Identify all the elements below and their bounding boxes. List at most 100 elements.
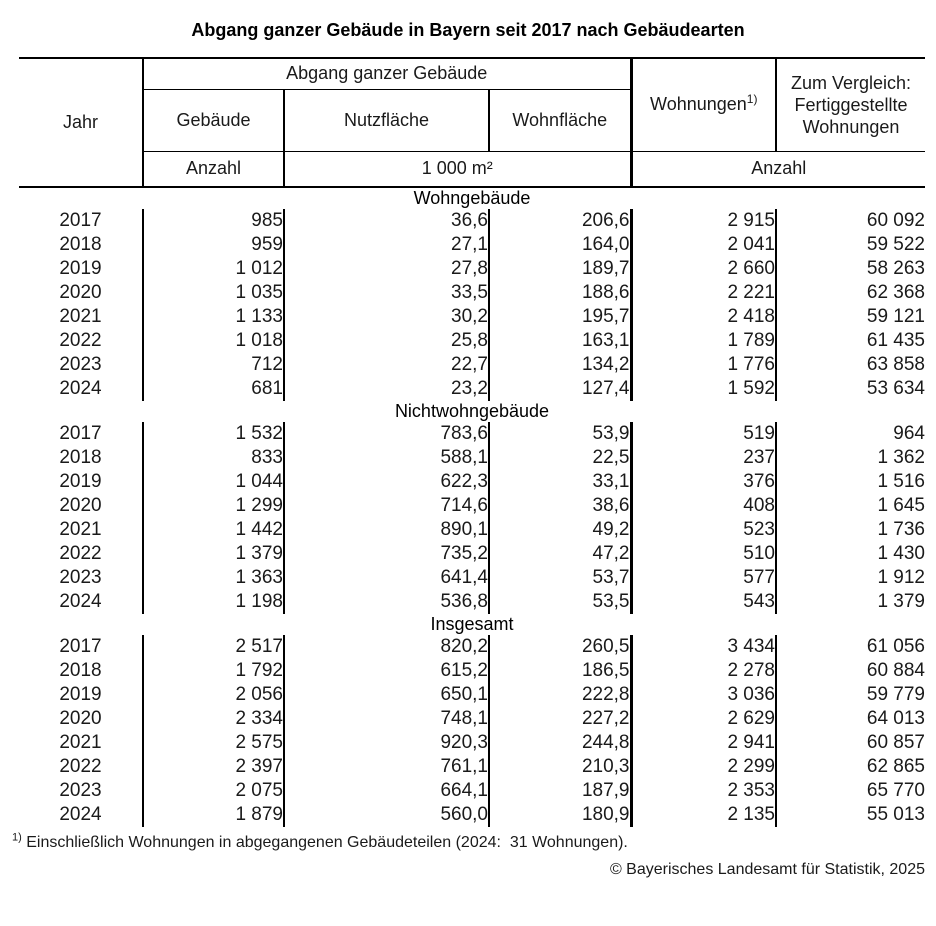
nutzflaeche-value-cell: 25,8 [284, 329, 490, 353]
year-cell: 2018 [19, 233, 144, 257]
table-row: 2024 1 879 560,0 180,9 2 135 55 013 [19, 803, 925, 827]
gebaeude-value-cell: 2 075 [143, 779, 285, 803]
wohnflaeche-value-cell: 189,7 [489, 257, 633, 281]
nutzflaeche-value-cell: 748,1 [284, 707, 490, 731]
section-label: Nichtwohngebäude [394, 401, 550, 421]
wohnungen-value-cell: 543 [631, 590, 777, 614]
year-cell: 2021 [19, 518, 144, 542]
vergleich-value-cell: 1 645 [877, 495, 925, 516]
vergleich-value-cell: 62 368 [866, 282, 925, 303]
year-cell: 2018 [19, 659, 144, 683]
gebaeude-value-cell: 1 363 [143, 566, 285, 590]
vergleich-value-cell: 1 736 [877, 519, 925, 540]
wohnungen-value-cell: 1 592 [631, 377, 777, 401]
vergleich-value-cell: 59 121 [866, 306, 925, 327]
vergleich-value-cell: 1 379 [877, 591, 925, 612]
section-label: Wohngebäude [413, 188, 531, 208]
section-row: Wohngebäude [19, 187, 925, 209]
table-row: 2024 681 23,2 127,4 1 592 53 634 [19, 377, 925, 401]
year-cell: 2024 [19, 803, 144, 827]
table-row: 2019 1 044 622,3 33,1 376 1 516 [19, 470, 925, 494]
gebaeude-value-cell: 1 035 [143, 281, 285, 305]
wohnflaeche-value-cell: 134,2 [489, 353, 633, 377]
wohnungen-value-cell: 2 041 [631, 233, 777, 257]
wohnflaeche-value-cell: 127,4 [489, 377, 633, 401]
nutzflaeche-value-cell: 641,4 [284, 566, 490, 590]
col-group-header-abgang: Abgang ganzer Gebäude [143, 57, 633, 90]
nutzflaeche-value-cell: 33,5 [284, 281, 490, 305]
wohnungen-value-cell: 2 915 [631, 209, 777, 233]
unit-anzahl-wohnungen: Anzahl [631, 151, 925, 188]
table-row: 2018 1 792 615,2 186,5 2 278 60 884 [19, 659, 925, 683]
table-row: 2021 2 575 920,3 244,8 2 941 60 857 [19, 731, 925, 755]
gebaeude-value-cell: 985 [143, 209, 285, 233]
vergleich-value-cell: 964 [893, 423, 925, 444]
header-row-group: Jahr Abgang ganzer Gebäude Wohnungen1) Z… [19, 57, 925, 188]
table-row: 2020 1 299 714,6 38,6 408 1 645 [19, 494, 925, 518]
gebaeude-value-cell: 1 379 [143, 542, 285, 566]
wohnungen-value-cell: 1 776 [631, 353, 777, 377]
nutzflaeche-value-cell: 664,1 [284, 779, 490, 803]
table-row: 2019 2 056 650,1 222,8 3 036 59 779 [19, 683, 925, 707]
wohnungen-value-cell: 2 941 [631, 731, 777, 755]
year-cell: 2020 [19, 494, 144, 518]
gebaeude-value-cell: 2 397 [143, 755, 285, 779]
gebaeude-value-cell: 1 012 [143, 257, 285, 281]
wohnungen-value-cell: 237 [631, 446, 777, 470]
section-row: Nichtwohngebäude [19, 401, 925, 422]
table-row: 2024 1 198 536,8 53,5 543 1 379 [19, 590, 925, 614]
nutzflaeche-value-cell: 36,6 [284, 209, 490, 233]
nutzflaeche-value-cell: 22,7 [284, 353, 490, 377]
year-cell: 2017 [19, 635, 144, 659]
vergleich-value-cell: 63 858 [866, 354, 925, 375]
wohnflaeche-value-cell: 49,2 [489, 518, 633, 542]
gebaeude-value-cell: 2 517 [143, 635, 285, 659]
wohnflaeche-value-cell: 260,5 [489, 635, 633, 659]
nutzflaeche-value-cell: 650,1 [284, 683, 490, 707]
footnote: 1) Einschließlich Wohnungen in abgegange… [12, 831, 936, 852]
wohnflaeche-value-cell: 210,3 [489, 755, 633, 779]
nutzflaeche-value-cell: 536,8 [284, 590, 490, 614]
table-row: 2020 1 035 33,5 188,6 2 221 62 368 [19, 281, 925, 305]
gebaeude-value-cell: 1 198 [143, 590, 285, 614]
wohnungen-value-cell: 1 789 [631, 329, 777, 353]
vergleich-value-cell: 64 013 [866, 708, 925, 729]
gebaeude-value-cell: 2 056 [143, 683, 285, 707]
wohnflaeche-value-cell: 53,9 [489, 422, 633, 446]
year-cell: 2023 [19, 566, 144, 590]
vergleich-value-cell: 65 770 [866, 780, 925, 801]
wohnungen-value-cell: 510 [631, 542, 777, 566]
table-row: 2019 1 012 27,8 189,7 2 660 58 263 [19, 257, 925, 281]
statistics-table: Jahr Abgang ganzer Gebäude Wohnungen1) Z… [19, 57, 925, 827]
year-cell: 2021 [19, 305, 144, 329]
year-cell: 2023 [19, 779, 144, 803]
footnote-ref-marker: 1) [12, 831, 22, 844]
nutzflaeche-value-cell: 890,1 [284, 518, 490, 542]
wohnungen-value-cell: 2 418 [631, 305, 777, 329]
col-header-vergleich: Zum Vergleich: Fertiggestellte Wohnungen [776, 57, 925, 152]
table-row: 2020 2 334 748,1 227,2 2 629 64 013 [19, 707, 925, 731]
wohnungen-value-cell: 2 299 [631, 755, 777, 779]
year-cell: 2024 [19, 377, 144, 401]
nutzflaeche-value-cell: 920,3 [284, 731, 490, 755]
wohnungen-value-cell: 2 135 [631, 803, 777, 827]
gebaeude-value-cell: 1 018 [143, 329, 285, 353]
unit-flaeche: 1 000 m² [284, 151, 633, 188]
gebaeude-value-cell: 1 879 [143, 803, 285, 827]
table-row: 2021 1 133 30,2 195,7 2 418 59 121 [19, 305, 925, 329]
unit-anzahl-gebaeude: Anzahl [143, 151, 285, 188]
nutzflaeche-value-cell: 560,0 [284, 803, 490, 827]
table-row: 2021 1 442 890,1 49,2 523 1 736 [19, 518, 925, 542]
nutzflaeche-value-cell: 30,2 [284, 305, 490, 329]
gebaeude-value-cell: 833 [143, 446, 285, 470]
wohnflaeche-value-cell: 53,5 [489, 590, 633, 614]
nutzflaeche-value-cell: 27,8 [284, 257, 490, 281]
wohnflaeche-value-cell: 222,8 [489, 683, 633, 707]
gebaeude-value-cell: 2 575 [143, 731, 285, 755]
vergleich-value-cell: 60 857 [866, 732, 925, 753]
wohnungen-value-cell: 519 [631, 422, 777, 446]
wohnflaeche-value-cell: 47,2 [489, 542, 633, 566]
wohnflaeche-value-cell: 195,7 [489, 305, 633, 329]
gebaeude-value-cell: 1 044 [143, 470, 285, 494]
page-title: Abgang ganzer Gebäude in Bayern seit 201… [191, 20, 745, 40]
